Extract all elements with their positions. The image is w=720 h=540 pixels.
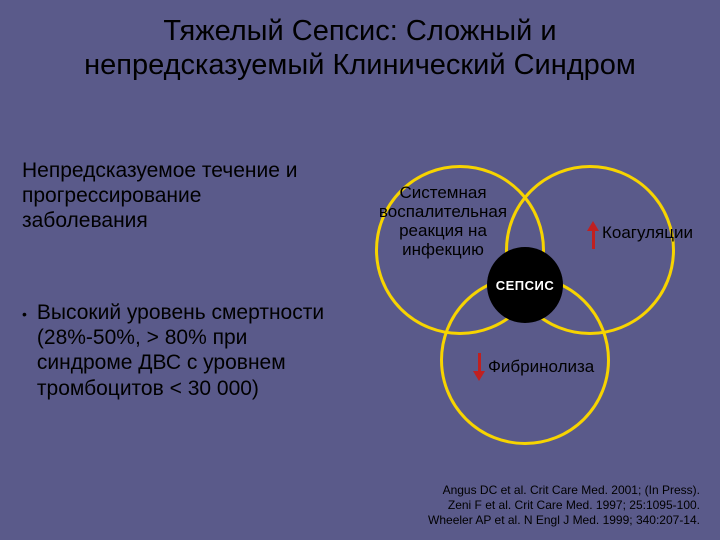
venn-center-label: СЕПСИС [496,278,555,293]
subtitle-text: Непредсказуемое течение и прогрессирован… [22,158,322,234]
arrow-down-icon [473,353,485,381]
bullet-text: Высокий уровень смертности (28%-50%, > 8… [37,300,332,401]
venn-label-left: Системная воспалительная реакция на инфе… [373,183,513,259]
bullet-marker: • [22,300,27,401]
reference-line: Wheeler AP et al. N Engl J Med. 1999; 34… [428,513,700,528]
bullet-item: • Высокий уровень смертности (28%-50%, >… [22,300,332,401]
venn-diagram: СЕПСИС Системная воспалительная реакция … [345,155,705,475]
venn-label-right: Коагуляции [602,223,702,242]
venn-label-bottom: Фибринолиза [488,357,618,376]
page-title: Тяжелый Сепсис: Сложный и непредсказуемы… [0,0,720,90]
reference-line: Angus DC et al. Crit Care Med. 2001; (In… [428,483,700,498]
reference-line: Zeni F et al. Crit Care Med. 1997; 25:10… [428,498,700,513]
references-block: Angus DC et al. Crit Care Med. 2001; (In… [428,483,700,528]
arrow-up-icon [587,221,599,249]
